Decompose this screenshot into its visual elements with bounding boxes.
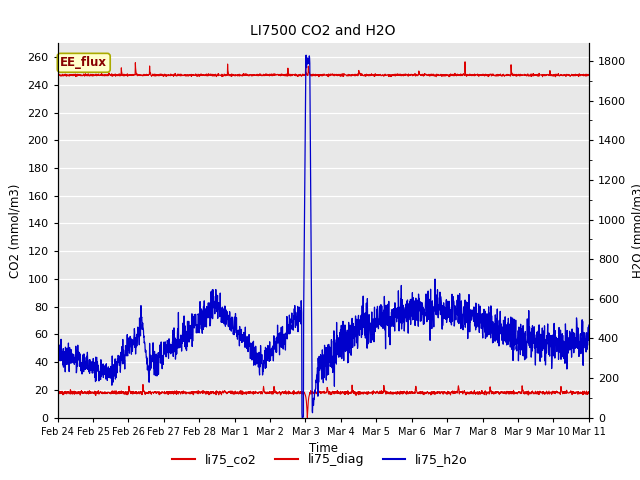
Legend: li75_co2, li75_diag, li75_h2o: li75_co2, li75_diag, li75_h2o <box>167 448 473 471</box>
Y-axis label: CO2 (mmol/m3): CO2 (mmol/m3) <box>9 183 22 277</box>
Title: LI7500 CO2 and H2O: LI7500 CO2 and H2O <box>250 24 396 38</box>
Y-axis label: H2O (mmol/m3): H2O (mmol/m3) <box>632 183 640 278</box>
Text: EE_flux: EE_flux <box>60 56 108 69</box>
X-axis label: Time: Time <box>308 442 338 455</box>
